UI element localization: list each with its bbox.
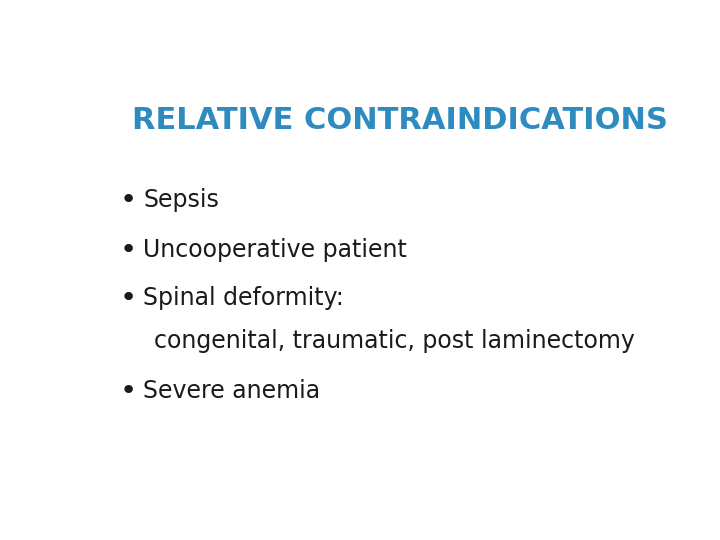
Text: congenital, traumatic, post laminectomy: congenital, traumatic, post laminectomy (154, 329, 635, 353)
Text: RELATIVE CONTRAINDICATIONS: RELATIVE CONTRAINDICATIONS (132, 106, 667, 136)
Text: •: • (120, 284, 137, 312)
Text: •: • (120, 236, 137, 264)
Text: Severe anemia: Severe anemia (143, 379, 320, 403)
Text: Sepsis: Sepsis (143, 188, 219, 212)
Text: •: • (120, 186, 137, 214)
Text: Spinal deformity:: Spinal deformity: (143, 286, 343, 309)
Text: •: • (120, 377, 137, 405)
Text: Uncooperative patient: Uncooperative patient (143, 238, 407, 262)
